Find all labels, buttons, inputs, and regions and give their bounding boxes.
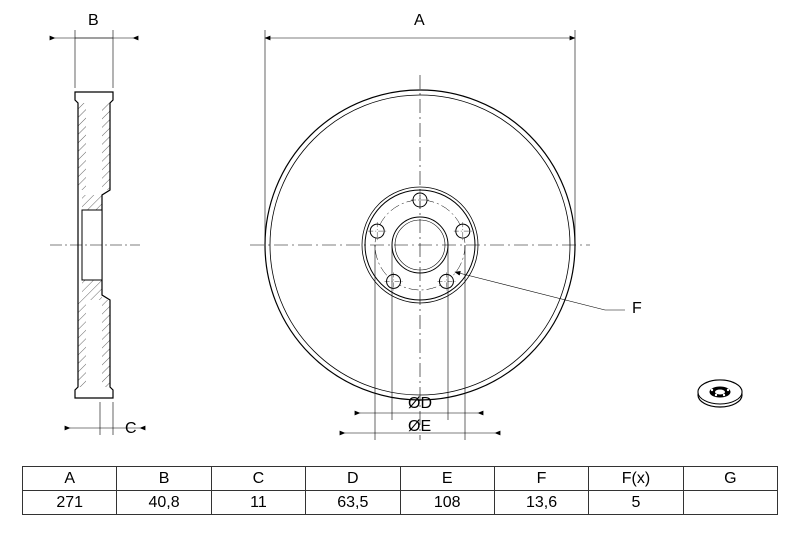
table-header-row: A B C D E F F(x) G [23,467,778,491]
technical-drawing: B A C ØD ØE F [0,0,800,450]
val-f: 13,6 [494,491,588,515]
dimension-b [55,30,133,88]
val-c: 11 [211,491,305,515]
side-view [50,92,140,398]
label-f: F [632,300,642,318]
val-g [683,491,777,515]
val-a: 271 [23,491,117,515]
col-a: A [23,467,117,491]
col-c: C [211,467,305,491]
val-b: 40,8 [117,491,211,515]
col-e: E [400,467,494,491]
col-d: D [306,467,400,491]
val-d: 63,5 [306,491,400,515]
dimension-table: A B C D E F F(x) G 271 40,8 11 63,5 108 … [22,466,778,515]
label-a: A [414,12,425,30]
val-fx: 5 [589,491,683,515]
val-e: 108 [400,491,494,515]
col-b: B [117,467,211,491]
label-e: ØE [408,418,431,436]
col-g: G [683,467,777,491]
col-f: F [494,467,588,491]
label-d: ØD [408,395,432,413]
col-fx: F(x) [589,467,683,491]
label-c: C [125,420,137,438]
disc-icon [698,380,742,407]
label-b: B [88,12,99,30]
table-row: 271 40,8 11 63,5 108 13,6 5 [23,491,778,515]
drawing-svg [0,0,800,450]
front-view [250,75,590,440]
